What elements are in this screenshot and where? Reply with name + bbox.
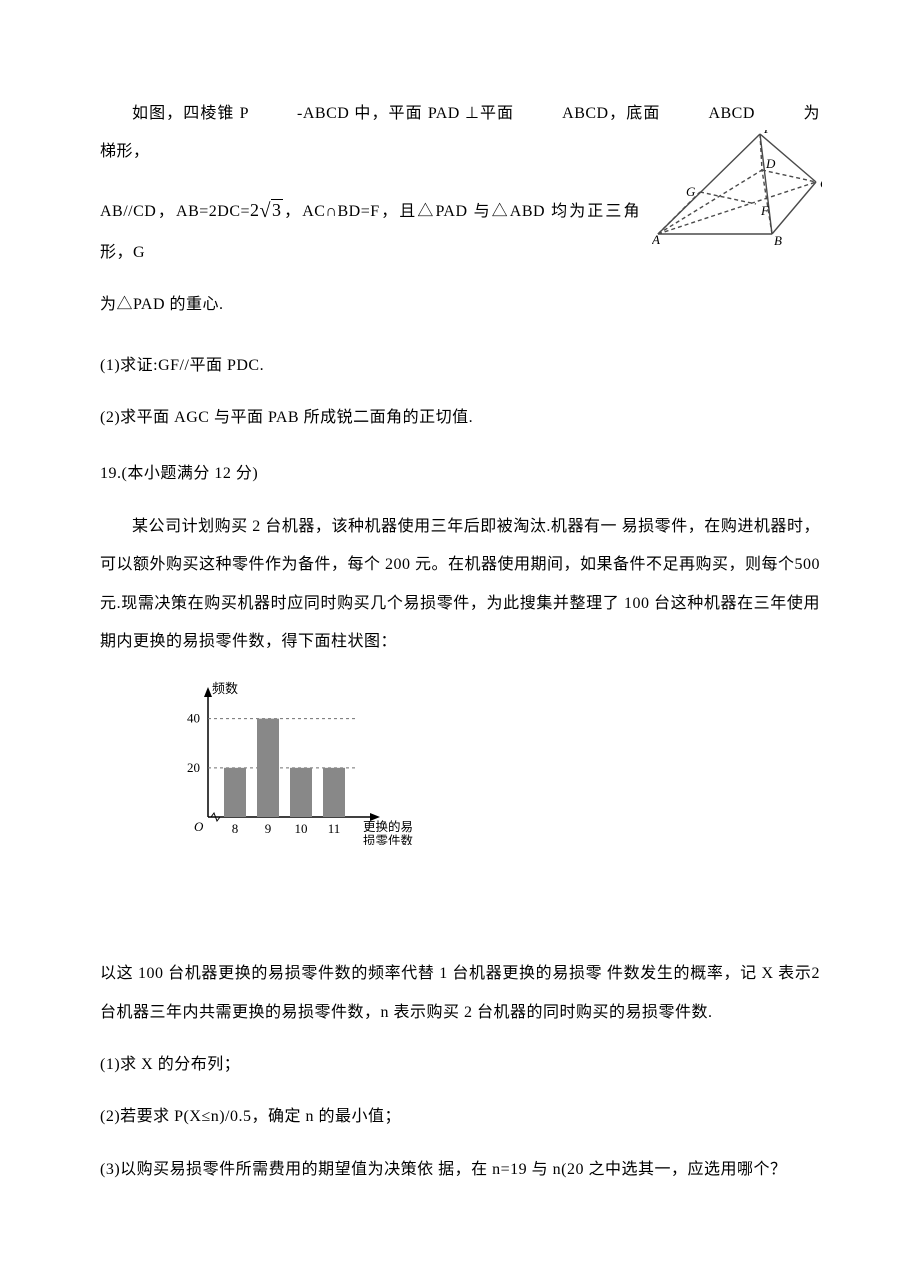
q19-header: 19.(本小题满分 12 分) (100, 455, 820, 493)
svg-text:20: 20 (187, 760, 200, 775)
svg-text:G: G (686, 184, 696, 199)
svg-text:频数: 频数 (212, 681, 238, 696)
svg-text:A: A (652, 232, 660, 245)
pyramid-figure: P A B C D G F (652, 130, 822, 245)
radicand: 3 (271, 199, 283, 220)
coef: 2 (250, 200, 260, 220)
text: AB//CD，AB=2DC= (100, 203, 250, 220)
q18-sub2: (2)求平面 AGC 与平面 PAB 所成锐二面角的正切值. (100, 399, 820, 437)
q19-sub1: (1)求 X 的分布列； (100, 1046, 820, 1084)
q19-para1: 某公司计划购买 2 台机器，该种机器使用三年后即被淘汰.机器有一 易损零件，在购… (100, 508, 820, 662)
q19-sub2: (2)若要求 P(X≤n)/0.5，确定 n 的最小值； (100, 1098, 820, 1136)
q18-line3: 为△PAD 的重心. (100, 286, 820, 324)
svg-text:40: 40 (187, 711, 200, 726)
svg-text:B: B (774, 233, 782, 245)
svg-text:C: C (820, 176, 822, 191)
bar-chart: 20 40 8 9 10 11 O 频数更换的易损零件数 (160, 675, 820, 845)
sqrt-expr: 2√3 (250, 186, 282, 234)
q19: 19.(本小题满分 12 分) 某公司计划购买 2 台机器，该种机器使用三年后即… (100, 455, 820, 1189)
text: -ABCD 中，平面 PAD ⊥平面 (297, 105, 514, 122)
svg-text:8: 8 (232, 821, 239, 836)
svg-text:O: O (194, 819, 204, 834)
svg-text:P: P (763, 130, 772, 136)
q18-line2: AB//CD，AB=2DC=2√3，AC∩BD=F，且△PAD 与△ABD 均为… (100, 186, 640, 272)
svg-text:损零件数: 损零件数 (363, 833, 414, 845)
svg-text:更换的易: 更换的易 (363, 819, 413, 834)
svg-text:9: 9 (265, 821, 272, 836)
svg-text:11: 11 (328, 821, 341, 836)
q18-sub1: (1)求证:GF//平面 PDC. (100, 347, 820, 385)
svg-text:D: D (765, 156, 776, 171)
text: 如图，四棱锥 P (132, 105, 249, 122)
text: ABCD，底面 (562, 105, 660, 122)
svg-text:F: F (760, 203, 770, 218)
text: ABCD (708, 105, 754, 122)
q19-para2: 以这 100 台机器更换的易损零件数的频率代替 1 台机器更换的易损零 件数发生… (100, 955, 820, 1032)
q19-sub3: (3)以购买易损零件所需费用的期望值为决策依 据，在 n=19 与 n(20 之… (100, 1151, 820, 1189)
svg-text:10: 10 (295, 821, 308, 836)
chart-svg: 20 40 8 9 10 11 O 频数更换的易损零件数 (160, 675, 420, 845)
